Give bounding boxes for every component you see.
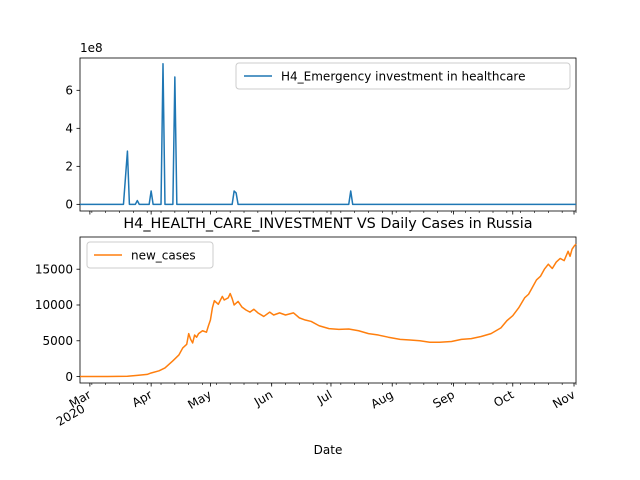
bottom-y-tick-label: 5000 xyxy=(42,334,73,348)
bottom-y-tick-label: 15000 xyxy=(35,262,73,276)
top-plot-frame xyxy=(79,57,577,212)
top-legend-box xyxy=(235,62,571,90)
top-y-axis: 0 2 4 6 xyxy=(65,84,80,212)
top-legend: H4_Emergency investment in healthcare xyxy=(235,62,571,90)
bottom-y-tick-label: 10000 xyxy=(35,298,73,312)
bottom-y-tick-label: 0 xyxy=(65,370,73,384)
top-y-tick-label: 6 xyxy=(65,84,73,98)
top-x-axis xyxy=(89,211,577,215)
top-y-tick-label: 2 xyxy=(65,160,73,174)
bottom-legend-label: new_cases xyxy=(131,249,196,263)
new-cases-line xyxy=(79,243,577,378)
top-offset-text: 1e8 xyxy=(80,41,103,55)
bottom-y-axis: 0 5000 10000 15000 xyxy=(35,262,80,384)
bottom-series-group xyxy=(79,243,577,378)
bottom-legend-box xyxy=(86,241,214,269)
emergency-investment-line xyxy=(80,62,576,206)
top-y-tick-label: 0 xyxy=(65,198,73,212)
bottom-x-axis-label: Date xyxy=(314,443,343,457)
top-y-tick-label: 4 xyxy=(65,122,73,136)
top-series-group xyxy=(80,62,576,206)
top-legend-label: H4_Emergency investment in healthcare xyxy=(281,70,525,84)
bottom-title: H4_HEALTH_CARE_INVESTMENT VS Daily Cases… xyxy=(123,216,532,232)
bottom-x-tick-label: Jul xyxy=(314,387,334,407)
bottom-plot-frame xyxy=(79,236,577,384)
bottom-legend: new_cases xyxy=(86,241,214,269)
top-subplot: 1e8 0 2 4 6 H4_Emergency investment in heal… xyxy=(65,41,577,215)
